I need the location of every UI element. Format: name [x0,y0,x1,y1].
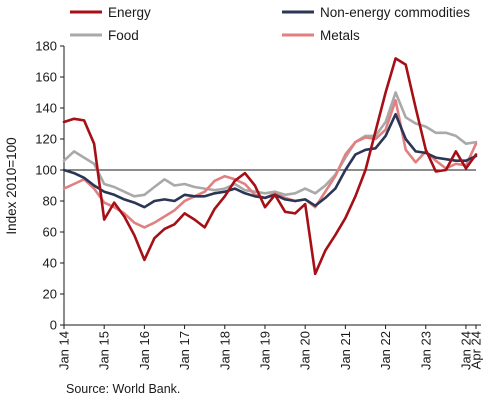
series-lines [62,57,478,276]
y-tick-label: 60 [43,225,57,240]
y-tick-label: 80 [43,194,57,209]
y-ticks: 0 20 40 60 80 100 120 140 160 180 [35,39,64,333]
legend-label-non-energy: Non-energy commodities [320,5,470,20]
x-tick-label: Jan 16 [137,331,152,370]
y-tick-label: 140 [35,101,57,116]
y-tick-label: 120 [35,132,57,147]
source-note: Source: World Bank. [66,382,180,396]
y-tick-label: 160 [35,70,57,85]
legend-label-metals: Metals [320,28,360,43]
x-tick-label: Jan 20 [298,331,313,370]
series-line-energy [62,57,478,276]
y-tick-label: 100 [35,163,57,178]
x-tick-label: Apr 24 [469,331,484,369]
x-tick-label: Jan 17 [177,331,192,370]
legend-label-energy: Energy [108,5,151,20]
x-tick-label: Jan 21 [338,331,353,370]
y-axis-label: Index 2010=100 [4,137,19,234]
x-tick-label: Jan 19 [257,331,272,370]
y-tick-label: 180 [35,39,57,54]
x-tick-label: Jan 22 [378,331,393,370]
x-tick-label: Jan 18 [217,331,232,370]
x-tick-label: Jan 15 [97,331,112,370]
series-line-food [62,91,478,198]
x-tick-label: Jan 14 [57,331,72,370]
y-tick-label: 0 [50,318,57,333]
legend-label-food: Food [108,28,139,43]
x-ticks: Jan 14 Jan 15 Jan 16 Jan 17 Jan 18 Jan 19 Jan … [57,325,484,370]
y-tick-label: 20 [43,287,57,302]
x-tick-label: Jan 24 [458,331,473,370]
legend: Energy Non-energy commodities Food Metal… [70,5,470,43]
series-line-metals [62,99,478,229]
x-tick-label: Jan 23 [418,331,433,370]
y-tick-label: 40 [43,256,57,271]
series-line-non-energy [62,112,478,209]
